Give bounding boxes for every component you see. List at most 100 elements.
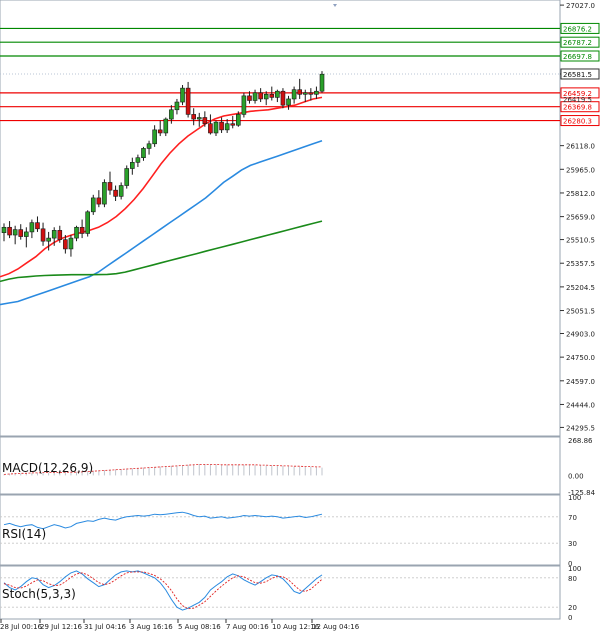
- price-tick-label: 25510.5: [566, 237, 595, 245]
- price-tick-label: 26118.0: [566, 143, 595, 151]
- candle-body: [258, 92, 263, 100]
- candle-body: [1, 226, 7, 233]
- rsi-panel-frame: [0, 494, 561, 566]
- support-label: 26459.2: [563, 90, 592, 98]
- candle-body: [314, 90, 319, 95]
- price-panel: [0, 27, 560, 306]
- candle-body: [202, 117, 208, 124]
- candle-body: [102, 182, 107, 205]
- support-label-box: [560, 115, 600, 127]
- candles: [1, 71, 325, 257]
- candle-body: [191, 114, 196, 120]
- candle-body: [302, 92, 308, 95]
- rsi-panel: [0, 511, 560, 544]
- candle-body: [219, 121, 224, 131]
- candle-body: [85, 211, 90, 234]
- price-tick-label: 24295.5: [566, 424, 595, 432]
- price-tick-label: 24444.0: [566, 401, 595, 409]
- stoch-tick-label: 100: [568, 565, 581, 573]
- price-tick-label: 25051.5: [566, 308, 595, 316]
- candle-body: [57, 230, 63, 240]
- candle-body: [90, 197, 96, 213]
- stoch-d-line: [3, 571, 323, 610]
- candle-body: [213, 121, 219, 134]
- candle-body: [241, 95, 247, 115]
- candle-body: [286, 98, 291, 106]
- rsi-tick-label: 30: [568, 540, 577, 548]
- candle-body: [130, 162, 135, 169]
- price-tick-label: 24903.0: [566, 330, 595, 338]
- candle-body: [263, 94, 269, 100]
- stoch-k-line: [3, 570, 323, 611]
- candle-body: [208, 123, 213, 134]
- candle-body: [169, 109, 174, 120]
- stoch-panel: [0, 570, 560, 611]
- candle-body: [146, 143, 152, 149]
- moving-average-line: [0, 220, 323, 283]
- candle-body: [79, 226, 85, 234]
- candle-body: [68, 237, 74, 250]
- rsi-tick-label: 70: [568, 514, 577, 522]
- macd-tick-label: 0.00: [568, 472, 584, 480]
- moving-averages: [0, 96, 323, 306]
- resistance-label-box: [560, 36, 600, 48]
- candle-body: [180, 87, 185, 103]
- price-tick-label: 24750.0: [566, 354, 595, 362]
- resistance-label-box: [560, 50, 600, 62]
- candle-body: [18, 229, 24, 237]
- macd-label: MACD(12,26,9): [2, 461, 93, 475]
- price-tick-label: 27027.0: [566, 2, 595, 10]
- macd-tick-label: 268.86: [568, 437, 593, 445]
- candle-body: [29, 222, 35, 233]
- candle-body: [174, 101, 180, 111]
- macd-panel-frame: [0, 436, 561, 495]
- candle-body: [252, 92, 258, 101]
- candle-body: [40, 228, 46, 242]
- stoch-tick-label: 20: [568, 604, 577, 612]
- candle-body: [291, 89, 297, 100]
- main-panel-frame: [0, 0, 561, 437]
- support-label: 26280.3: [563, 118, 592, 126]
- candle-body: [280, 90, 286, 106]
- candle-body: [96, 197, 102, 205]
- candle-body: [107, 182, 113, 191]
- candle-body: [163, 118, 169, 134]
- candle-body: [118, 185, 124, 197]
- candle-body: [113, 189, 118, 197]
- price-tick-label: 25357.5: [566, 260, 595, 268]
- scroll-marker-icon[interactable]: [333, 4, 337, 7]
- time-tick-label: 10 Aug 12:16: [272, 623, 320, 631]
- candle-body: [247, 95, 252, 101]
- macd-signal-line: [3, 463, 322, 475]
- macd-tick-label: -125.84: [568, 489, 596, 497]
- resistance-label: 26876.2: [563, 25, 592, 33]
- support-label-box: [560, 87, 600, 99]
- stoch-tick-label: 0: [568, 614, 572, 622]
- candle-body: [230, 123, 236, 126]
- price-tick-label: 25965.0: [566, 166, 595, 174]
- price-tick-label: 24597.0: [566, 378, 595, 386]
- time-tick-label: 29 Jul 12:16: [40, 623, 83, 631]
- candle-body: [297, 89, 302, 95]
- time-tick-label: 7 Aug 00:16: [226, 623, 269, 631]
- candle-body: [51, 230, 57, 239]
- candle-body: [275, 90, 280, 98]
- rsi-label: RSI(14): [2, 527, 46, 541]
- candle-body: [63, 239, 68, 250]
- candle-body: [308, 92, 314, 95]
- current-price-box: [560, 68, 600, 80]
- support-label-box: [560, 101, 600, 113]
- time-tick-label: 28 Jul 00:16: [0, 623, 43, 631]
- candle-body: [196, 117, 202, 120]
- price-tick-label: 25812.0: [566, 190, 595, 198]
- macd-panel: [3, 463, 323, 476]
- rsi-line: [3, 511, 323, 530]
- resistance-label: 26697.8: [563, 53, 592, 61]
- rsi-tick-label: 100: [568, 494, 581, 502]
- time-tick-label: 12 Aug 04:16: [312, 623, 360, 631]
- current-price-label: 26581.5: [563, 71, 592, 79]
- rsi-axis: 100 70 30 0: [568, 494, 581, 568]
- candle-body: [236, 114, 241, 126]
- candle-body: [35, 222, 40, 230]
